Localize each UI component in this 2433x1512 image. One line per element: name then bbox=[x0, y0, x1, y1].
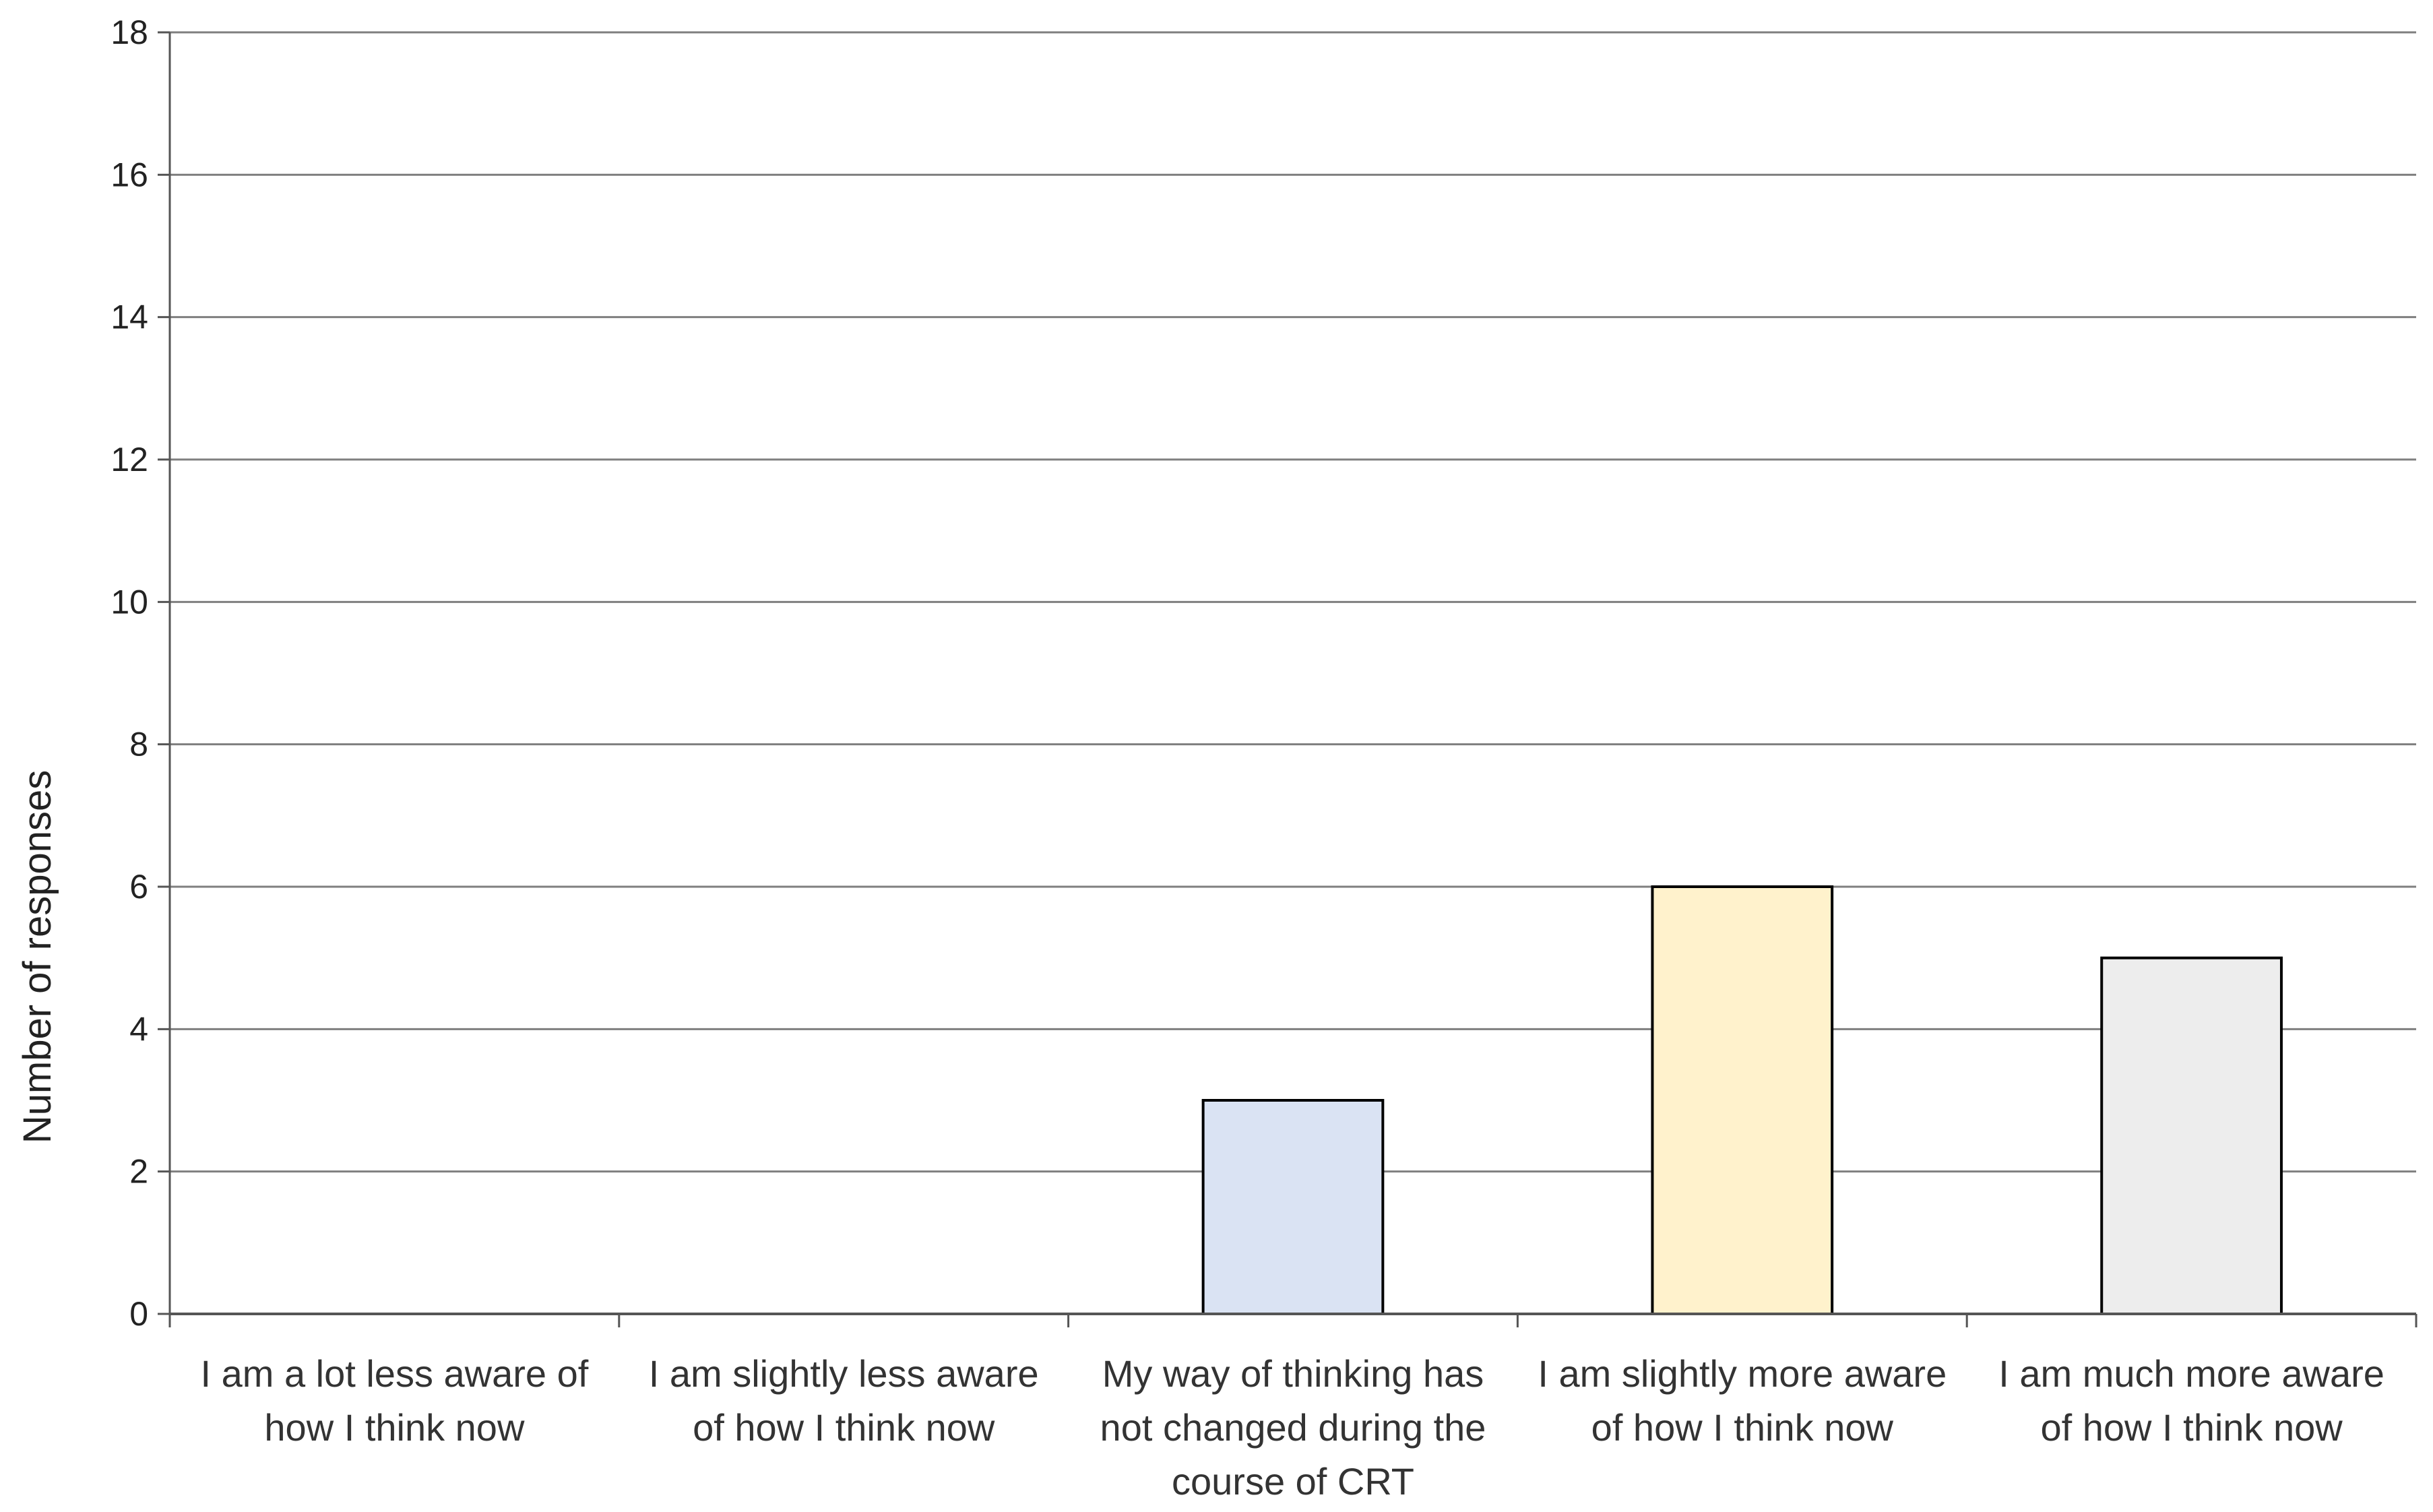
bar bbox=[1201, 1099, 1385, 1315]
y-tick-label: 0 bbox=[129, 1295, 148, 1333]
x-category-label: I am slightly less aware of how I think n… bbox=[649, 1352, 1039, 1449]
y-tick-label: 16 bbox=[110, 156, 148, 193]
y-tick-label: 8 bbox=[129, 726, 148, 763]
x-category-label-line: of how I think now bbox=[2040, 1406, 2343, 1449]
y-tick-label: 18 bbox=[110, 13, 148, 51]
y-tick-labels: 0 2 4 6 8 10 12 14 16 18 bbox=[110, 13, 148, 1333]
y-tick-label: 14 bbox=[110, 298, 148, 336]
x-category-label-line: of how I think now bbox=[1591, 1406, 1894, 1449]
x-category-label: I am much more aware of how I think now bbox=[1998, 1352, 2384, 1449]
axes bbox=[158, 31, 2418, 1327]
x-category-label-line: My way of thinking has bbox=[1102, 1352, 1484, 1395]
x-category-label-line: of how I think now bbox=[693, 1406, 995, 1449]
grid-lines bbox=[170, 31, 2416, 1173]
x-category-label-line: course of CRT bbox=[1172, 1460, 1414, 1503]
x-category-label: My way of thinking has not changed during… bbox=[1100, 1352, 1486, 1503]
bars bbox=[1201, 885, 2283, 1315]
y-tick-label: 2 bbox=[129, 1153, 148, 1191]
x-category-label-line: I am much more aware bbox=[1998, 1352, 2384, 1395]
x-category-label-line: not changed during the bbox=[1100, 1406, 1486, 1449]
bar bbox=[1651, 885, 1834, 1315]
x-category-label-line: I am slightly more aware bbox=[1538, 1352, 1947, 1395]
bar bbox=[2100, 956, 2283, 1315]
y-tick-label: 4 bbox=[129, 1010, 148, 1048]
x-category-label-line: how I think now bbox=[264, 1406, 525, 1449]
y-tick-label: 10 bbox=[110, 583, 148, 621]
y-axis-title: Number of responses bbox=[15, 770, 59, 1143]
x-category-labels: I am a lot less aware of how I think nowI… bbox=[200, 1352, 2384, 1503]
x-category-label-line: I am slightly less aware bbox=[649, 1352, 1039, 1395]
x-category-label-line: I am a lot less aware of bbox=[200, 1352, 588, 1395]
y-tick-label: 12 bbox=[110, 441, 148, 478]
x-category-label: I am a lot less aware of how I think now bbox=[200, 1352, 588, 1449]
x-category-label: I am slightly more aware of how I think n… bbox=[1538, 1352, 1947, 1449]
y-tick-label: 6 bbox=[129, 868, 148, 906]
